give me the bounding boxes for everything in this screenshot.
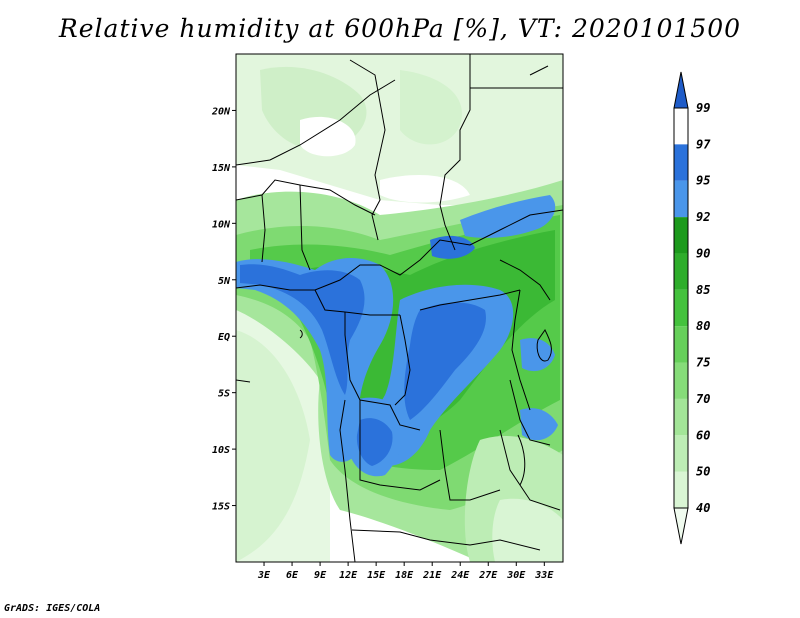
colorbar-segment (674, 435, 688, 472)
colorbar-upper-extension (673, 71, 689, 109)
country-borders (236, 54, 563, 562)
lat-tick-label: 10N (212, 219, 231, 230)
lat-tick-label: 5S (218, 389, 230, 400)
lat-tick-label: 15S (212, 502, 230, 513)
lon-tick-label: 9E (314, 570, 327, 581)
colorbar-level-label: 60 (696, 428, 710, 442)
lon-tick-label: 3E (257, 570, 271, 581)
colorbar-level-label: 95 (696, 174, 710, 188)
lat-tick-label: 5N (218, 276, 231, 287)
lon-tick-label: 18E (395, 570, 414, 581)
lon-tick-label: 6E (286, 570, 299, 581)
colorbar-level-label: 80 (696, 319, 710, 333)
colorbar-level-label: 40 (696, 501, 710, 515)
colorbar-segment (674, 326, 688, 363)
colorbar-lower-extension (673, 507, 689, 545)
lon-tick-label: 12E (339, 570, 358, 581)
colorbar: 40 50 60 70 75 80 85 90 92 95 97 99 (673, 71, 711, 545)
lon-tick-label: 30E (506, 570, 526, 581)
lon-tick-label: 27E (478, 570, 498, 581)
lon-tick-label: 33E (534, 570, 554, 581)
colorbar-segment (674, 217, 688, 254)
colorbar-segment (674, 144, 688, 181)
latitude-axis: 20N 15N 10N 5N EQ 5S 10S 15S (211, 106, 236, 513)
footer-credit: GrADS: IGES/COLA (4, 603, 101, 614)
lat-tick-label: 20N (211, 106, 231, 117)
humidity-field (236, 54, 563, 562)
colorbar-segment (674, 180, 688, 218)
colorbar-segment (674, 398, 688, 436)
colorbar-segment (674, 471, 688, 508)
lon-tick-label: 15E (367, 570, 386, 581)
colorbar-level-label: 97 (696, 137, 711, 151)
lat-tick-label: 10S (212, 445, 230, 456)
lon-tick-label: 21E (422, 570, 442, 581)
map-frame (235, 53, 564, 563)
colorbar-segment (674, 253, 688, 290)
colorbar-level-label: 99 (696, 101, 710, 115)
map-title: Relative humidity at 600hPa [%], VT: 202… (58, 14, 742, 43)
colorbar-segment (674, 289, 688, 327)
colorbar-level-label: 90 (696, 246, 710, 260)
longitude-axis: 3E 6E 9E 12E 15E 18E 21E 24E 27E 30E 33E (257, 562, 554, 581)
lat-tick-label: EQ (218, 332, 230, 343)
colorbar-level-label: 50 (696, 465, 710, 479)
colorbar-level-label: 92 (696, 210, 710, 224)
colorbar-level-label: 75 (696, 356, 710, 370)
colorbar-level-label: 85 (696, 283, 710, 297)
colorbar-level-label: 70 (696, 392, 710, 406)
lat-tick-label: 15N (212, 163, 231, 174)
colorbar-segment (674, 362, 688, 399)
colorbar-frame (673, 107, 689, 509)
lon-tick-label: 24E (450, 570, 470, 581)
